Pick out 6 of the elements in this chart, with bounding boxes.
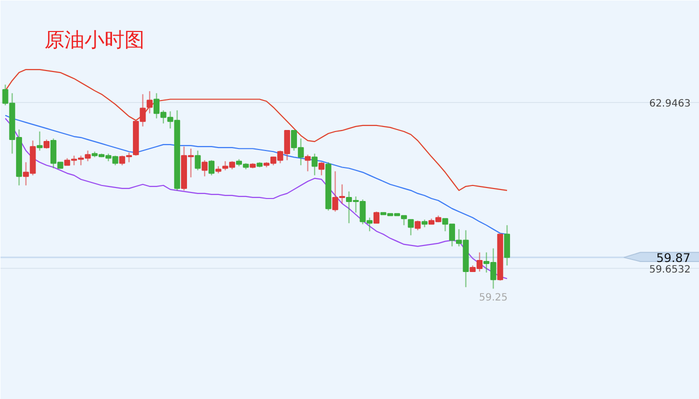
y-tick-label: 62.9463 xyxy=(649,98,691,110)
annotation: 59.25 xyxy=(478,292,508,304)
line-series xyxy=(4,118,508,280)
ref-line-label: 59.87 xyxy=(656,250,691,265)
y-tick-label: 59.6532 xyxy=(649,264,691,276)
text: 原油小时图 xyxy=(44,28,144,52)
